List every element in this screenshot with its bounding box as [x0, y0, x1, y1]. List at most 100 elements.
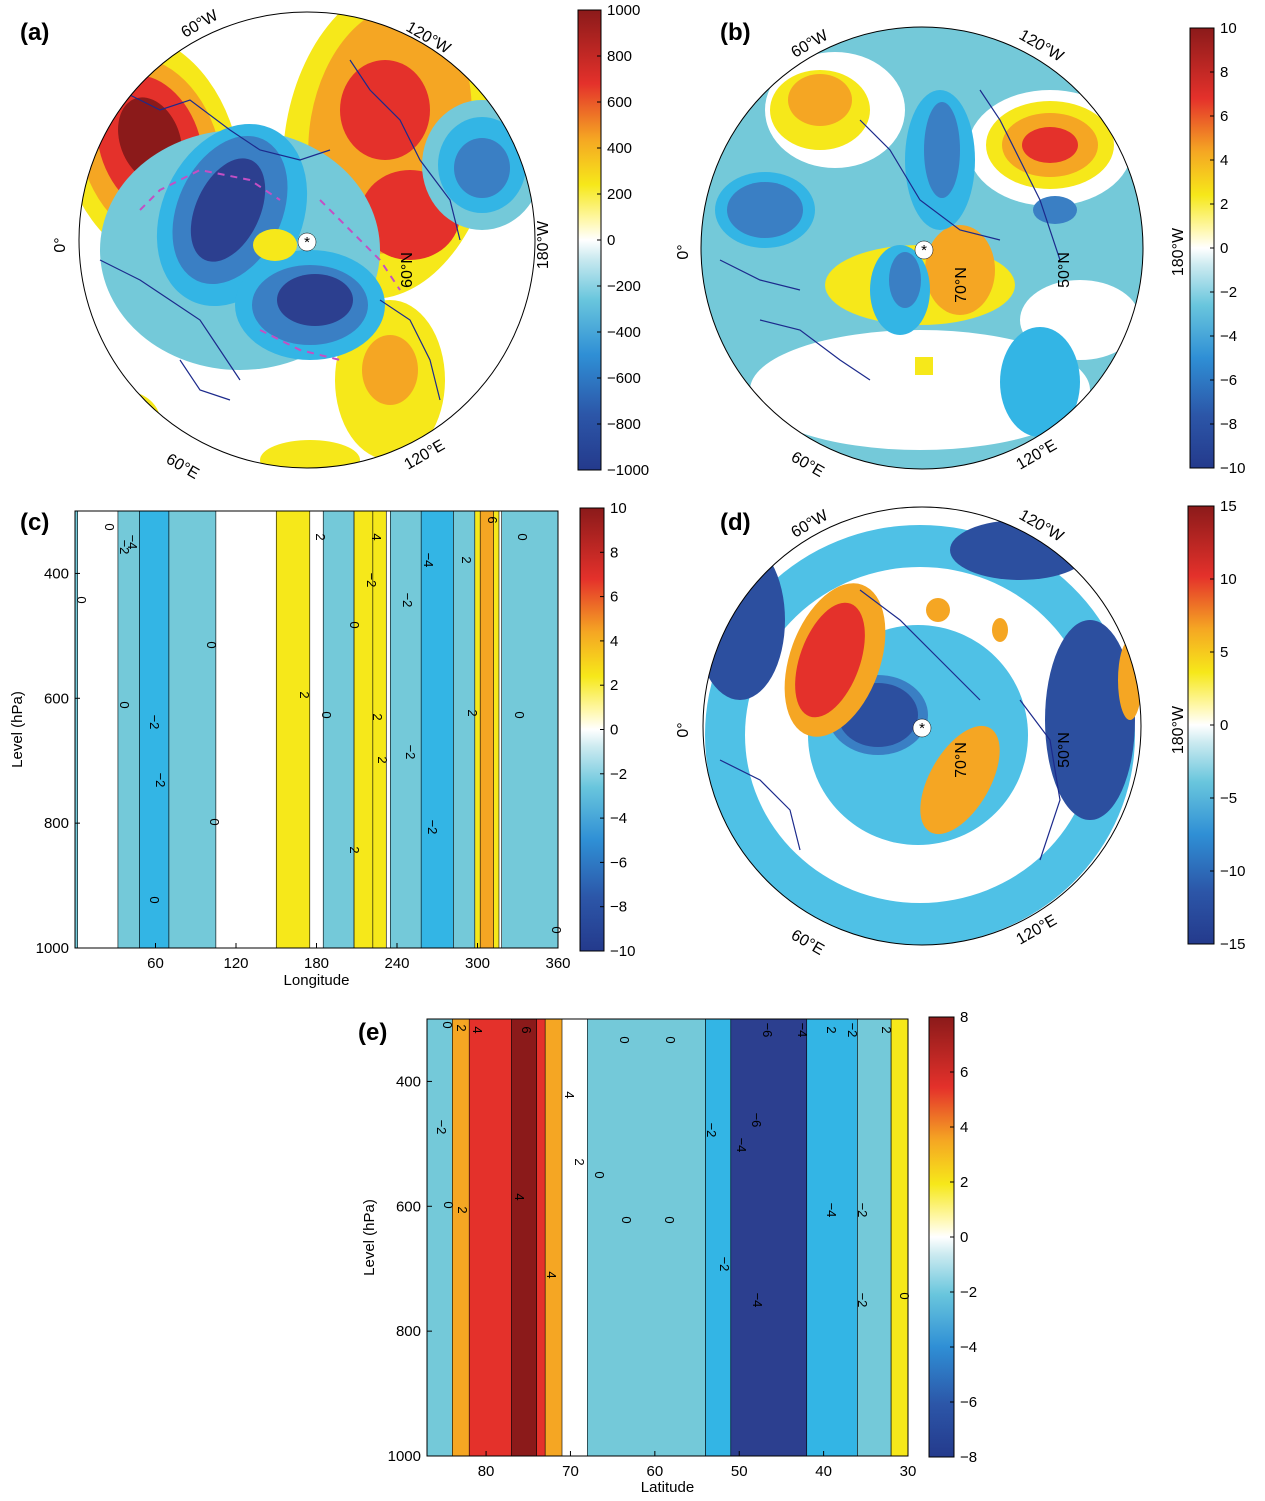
xtick-label-e: 50	[731, 1463, 748, 1480]
ylabel-e: Level (hPa)	[361, 1199, 378, 1276]
contour-label-c: 0	[102, 523, 117, 530]
colorbar-tick-label: 8	[1220, 64, 1228, 81]
contour-label-e: −2	[434, 1120, 449, 1135]
ytick-label-c: 800	[44, 815, 69, 832]
colorbar-tick-label: −5	[1220, 790, 1237, 807]
colorbar-tick-label: 6	[960, 1064, 968, 1081]
band-c-3	[168, 511, 217, 948]
colorbar-tick-label: −8	[960, 1449, 977, 1466]
colorbar-tick-label: 15	[1220, 498, 1237, 515]
colorbar-tick-label: 800	[607, 48, 632, 65]
colorbar-tick-label: 4	[610, 633, 618, 650]
contour-label-c: 0	[515, 533, 530, 540]
contour-label-e: −2	[717, 1257, 732, 1272]
colorbar-tick-label: −8	[610, 899, 627, 916]
xlabel-c: Longitude	[284, 972, 350, 989]
map-a-label-6: 60°N	[399, 252, 416, 288]
contour-label-e: 4	[562, 1091, 577, 1098]
map-d-label-4: 60°E	[788, 927, 827, 959]
ytick-label-e: 600	[396, 1198, 421, 1215]
contour-label-e: 0	[617, 1036, 632, 1043]
xtick-label-c: 240	[384, 955, 409, 972]
xtick-label-e: 30	[900, 1463, 917, 1480]
panel-c-axes: 60 120 180 240 300 3604006008001000LongitudeL…	[9, 516, 571, 989]
xtick-label-c: 360	[545, 955, 570, 972]
band-c-1	[117, 511, 140, 948]
contour-label-c: 2	[375, 756, 390, 763]
colorbar-tick-label: 10	[610, 500, 627, 517]
colorbar-strip	[1187, 505, 1215, 945]
contour-label-c: 0	[117, 701, 132, 708]
contour-label-c: 2	[370, 713, 385, 720]
colorbar-tick-label: 600	[607, 94, 632, 111]
contour-label-e: 4	[544, 1271, 559, 1278]
xtick-label-c: 180	[304, 955, 329, 972]
band-c-8	[389, 511, 425, 948]
ylabel-c: Level (hPa)	[9, 691, 26, 768]
map-a-label-2: 0°	[52, 237, 69, 252]
colorbar-tick-label: −6	[1220, 372, 1237, 389]
band-c-2	[139, 511, 170, 948]
contour-label-c: 0	[147, 896, 162, 903]
pole-marker-b: *	[921, 242, 927, 259]
panel-c: (c) 60 120 180 240 300 3604006008001000Longit…	[9, 509, 571, 989]
colorbar-tick-label: 6	[1220, 108, 1228, 125]
colorbar-a: 1000 800 600 400 200 0 −200 −400 −600 −800 −1000	[577, 2, 649, 479]
contour-label-c: 0	[74, 596, 89, 603]
band-e-6	[730, 1019, 808, 1456]
band-c-5	[322, 511, 355, 948]
contour-label-e: −4	[750, 1293, 765, 1308]
colorbar-tick-label: 4	[960, 1119, 968, 1136]
map-b-label-4: 60°E	[788, 449, 827, 481]
contour-label-e: 0	[440, 1021, 455, 1028]
contour-label-e: −6	[749, 1113, 764, 1128]
panel-d-label: (d)	[720, 509, 751, 536]
panel-d: (d) * 60°W 120°W 0° 180°W 60°E 120°E	[675, 506, 1187, 959]
xtick-label-e: 40	[815, 1463, 832, 1480]
contour-label-c: −2	[425, 820, 440, 835]
xtick-label-e: 60	[646, 1463, 663, 1480]
colorbar-strip	[928, 1016, 955, 1458]
map-b-label-3: 180°W	[1170, 227, 1187, 276]
contour-label-c: 0	[207, 818, 222, 825]
colorbar-tick-label: 2	[610, 677, 618, 694]
colorbar-tick-label: −2	[960, 1284, 977, 1301]
contour-label-c: −2	[153, 773, 168, 788]
band-c-4	[275, 511, 311, 948]
panel-a: (a)	[20, 7, 552, 483]
contour-label-e: −2	[855, 1293, 870, 1308]
contour-label-c: 2	[347, 846, 362, 853]
band-e-8	[890, 1019, 908, 1456]
map-b-label-2: 0°	[675, 244, 692, 259]
colorbar-tick-label: −6	[960, 1394, 977, 1411]
contour-label-c: −2	[147, 715, 162, 730]
contour-label-e: −2	[855, 1203, 870, 1218]
contour-label-e: 0	[663, 1036, 678, 1043]
contour-label-e: −4	[734, 1138, 749, 1153]
colorbar-tick-label: −8	[1220, 416, 1237, 433]
contour-label-c: −2	[364, 573, 379, 588]
map-a-label-4: 60°E	[163, 451, 202, 483]
contour-label-c: −2	[117, 540, 132, 555]
contour-label-e: 2	[879, 1026, 894, 1033]
contour-label-e: 2	[454, 1024, 469, 1031]
colorbar-tick-label: 0	[607, 232, 615, 249]
panel-e: (e) 80 70 60 50 40 304006008001000LatitudeLev…	[358, 1018, 917, 1496]
contour-label-e: 0	[619, 1216, 634, 1223]
contour-label-c: 6	[485, 516, 500, 523]
colorbar-tick-label: 10	[1220, 571, 1237, 588]
contour-label-e: 2	[824, 1026, 839, 1033]
map-b-label-7: 50°N	[1056, 252, 1073, 288]
colorbar-tick-label: 0	[1220, 240, 1228, 257]
colorbar-tick-label: −800	[607, 416, 641, 433]
contour-label-c: 0	[204, 641, 219, 648]
colorbar-tick-label: 6	[610, 589, 618, 606]
band-e-3	[511, 1019, 538, 1456]
colorbar-tick-label: 2	[1220, 196, 1228, 213]
colorbar-tick-label: 0	[610, 722, 618, 739]
colorbar-tick-label: −15	[1220, 936, 1245, 953]
contour-label-c: 4	[369, 533, 384, 540]
band-c-13	[501, 511, 558, 948]
colorbar-tick-label: −200	[607, 278, 641, 295]
